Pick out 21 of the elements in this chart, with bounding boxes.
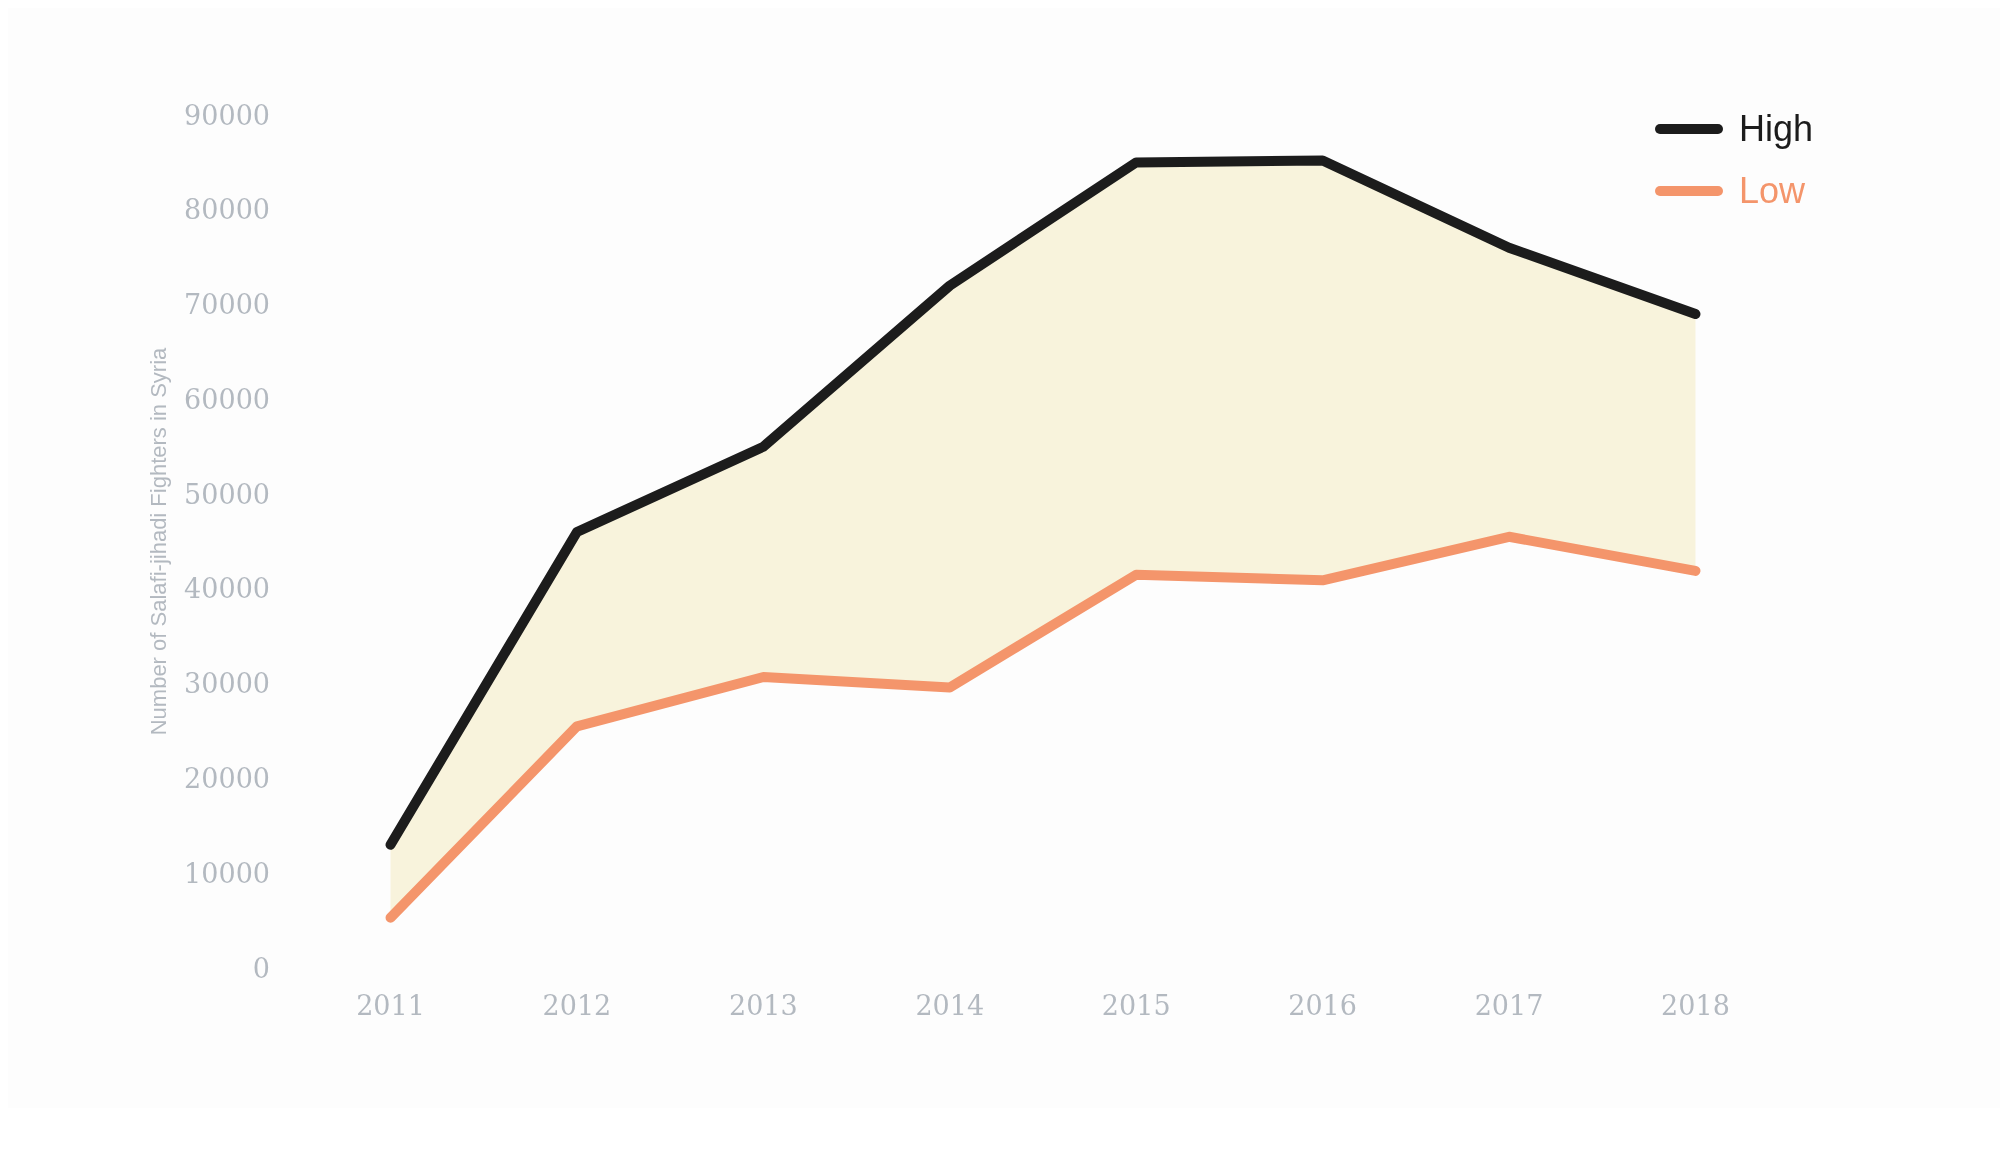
y-tick-label: 20000: [184, 763, 270, 795]
legend-label: Low: [1738, 170, 1805, 212]
y-tick-label: 70000: [184, 289, 270, 321]
y-tick-label: 40000: [184, 573, 270, 605]
y-tick-label: 30000: [184, 668, 270, 700]
y-tick-label: 90000: [184, 99, 270, 131]
x-tick-label: 2016: [1288, 990, 1357, 1022]
x-tick-label: 2018: [1661, 990, 1730, 1022]
x-tick-label: 2011: [356, 990, 425, 1022]
y-tick-label: 10000: [184, 857, 270, 889]
x-tick-label: 2013: [729, 990, 798, 1022]
x-tick-label: 2012: [542, 990, 612, 1022]
legend-label: High: [1738, 108, 1813, 150]
y-tick-label: 0: [252, 952, 270, 984]
y-tick-label: 60000: [184, 383, 270, 415]
y-tick-label: 50000: [184, 478, 270, 510]
x-tick-label: 2015: [1101, 990, 1171, 1022]
y-axis-title: Number of Salafi-jihadi Fighters in Syria: [145, 346, 171, 736]
y-tick-label: 80000: [184, 194, 270, 226]
x-tick-label: 2017: [1474, 990, 1544, 1022]
x-tick-label: 2014: [915, 990, 985, 1022]
